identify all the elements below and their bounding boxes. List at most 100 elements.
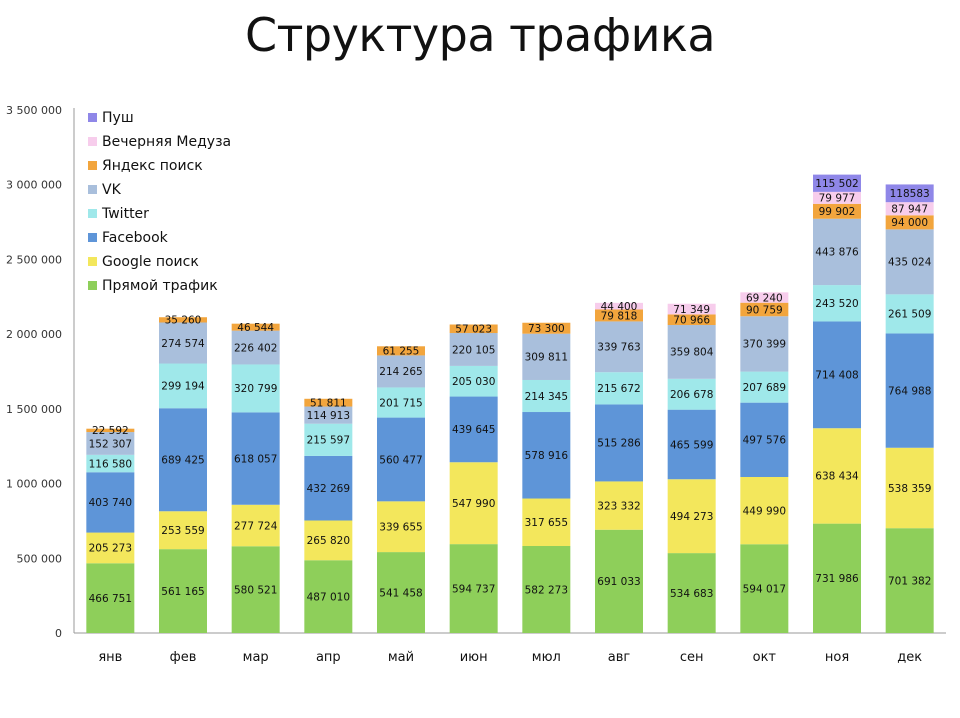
- bar-segment: [304, 398, 353, 407]
- bar-segment: [885, 333, 934, 448]
- bar-segment: [86, 563, 135, 633]
- bar-segment: [885, 528, 934, 633]
- bar-segment: [813, 428, 861, 524]
- data-label: 118583: [890, 188, 930, 200]
- data-label: 339 763: [597, 342, 640, 354]
- data-label: 265 820: [307, 535, 350, 547]
- data-label: 689 425: [161, 455, 204, 467]
- bar-segment: [86, 532, 135, 564]
- legend-swatch: [88, 185, 97, 194]
- legend-label: Яндекс поиск: [102, 158, 203, 174]
- bar-segment: [522, 333, 571, 380]
- bar-segment: [159, 317, 207, 323]
- legend: Пуш Вечерняя Медуза Яндекс поиск VK Twitter F…: [88, 110, 231, 294]
- data-label: 51 811: [310, 397, 347, 409]
- data-label: 547 990: [452, 498, 495, 510]
- data-label: 494 273: [670, 511, 713, 523]
- bar-segment: [86, 428, 135, 433]
- data-label: 215 597: [307, 435, 350, 447]
- bar-segment: [377, 417, 425, 502]
- legend-swatch: [88, 113, 97, 122]
- bar-segment: [740, 544, 789, 633]
- bar-segment: [522, 545, 571, 633]
- bar-segment: [231, 323, 280, 331]
- data-label: 691 033: [597, 576, 640, 588]
- legend-label: Прямой трафик: [102, 278, 218, 294]
- bar-segment: [86, 454, 135, 473]
- data-label: 638 434: [815, 471, 859, 483]
- bar-segment: [595, 372, 643, 405]
- data-label: 432 269: [307, 483, 350, 495]
- data-label: 70 966: [673, 315, 710, 327]
- data-label: 580 521: [234, 584, 277, 596]
- data-label: 214 345: [525, 391, 568, 403]
- legend-label: Вечерняя Медуза: [102, 134, 231, 150]
- data-label: 99 902: [819, 206, 856, 218]
- data-label: 274 574: [161, 338, 205, 350]
- data-label: 466 751: [89, 593, 132, 605]
- bar-segment: [231, 412, 280, 505]
- data-label: 71 349: [673, 304, 710, 316]
- bar-segment: [813, 218, 861, 286]
- bar-segment: [885, 294, 934, 334]
- bar-segment: [377, 501, 425, 553]
- bar-segment: [231, 546, 280, 633]
- bar-segment: [522, 379, 571, 413]
- data-label: 515 286: [597, 438, 641, 450]
- data-label: 323 332: [597, 500, 640, 512]
- data-label: 618 057: [234, 453, 277, 465]
- data-label: 253 559: [161, 525, 204, 537]
- bar-segment: [667, 409, 716, 480]
- bar-segment: [595, 481, 643, 530]
- data-label: 317 655: [525, 517, 568, 529]
- data-label: 207 689: [743, 382, 786, 394]
- data-label: 115 502: [815, 178, 858, 190]
- bar-segment: [813, 523, 861, 633]
- bar-segment: [740, 371, 789, 403]
- bar-segment: [813, 203, 861, 219]
- x-tick-label: фев: [170, 650, 197, 665]
- data-label: 61 255: [383, 346, 420, 358]
- legend-swatch: [88, 137, 97, 146]
- data-label: 764 988: [888, 385, 931, 397]
- bar-segment: [159, 408, 207, 512]
- legend-swatch: [88, 161, 97, 170]
- bar-segment: [159, 322, 207, 364]
- bar-segment: [304, 520, 353, 561]
- bar-segment: [813, 174, 861, 192]
- y-tick-label: 2 500 000: [6, 253, 62, 266]
- y-tick-label: 500 000: [17, 552, 63, 565]
- x-tick-label: апр: [316, 650, 341, 665]
- bar-segment: [667, 325, 716, 379]
- data-label: 714 408: [815, 370, 858, 382]
- data-label: 541 458: [379, 587, 422, 599]
- data-label: 435 024: [888, 257, 932, 269]
- legend-swatch: [88, 233, 97, 242]
- data-label: 220 105: [452, 344, 495, 356]
- chart-title: Структура трафика: [244, 8, 716, 62]
- bar-segment: [377, 355, 425, 388]
- data-label: 243 520: [815, 298, 858, 310]
- y-tick-label: 3 500 000: [6, 104, 62, 117]
- data-label: 79 818: [601, 310, 638, 322]
- bar-segment: [667, 314, 716, 326]
- bar-segment: [377, 552, 425, 633]
- bar-segment: [740, 402, 789, 477]
- x-tick-label: янв: [98, 650, 122, 665]
- bar-segment: [304, 423, 353, 456]
- bar-segment: [522, 412, 571, 499]
- bar-segment: [159, 363, 207, 409]
- data-label: 22 592: [92, 425, 129, 437]
- x-tick-label: ноя: [825, 650, 849, 665]
- data-label: 578 916: [525, 450, 569, 462]
- x-tick-label: июн: [460, 650, 488, 665]
- bar-segment: [813, 191, 861, 204]
- data-label: 214 265: [379, 366, 422, 378]
- data-label: 299 194: [161, 381, 205, 393]
- data-label: 205 030: [452, 376, 495, 388]
- bar-segment: [740, 292, 789, 303]
- bar-segment: [449, 544, 498, 633]
- bar-segment: [231, 504, 280, 547]
